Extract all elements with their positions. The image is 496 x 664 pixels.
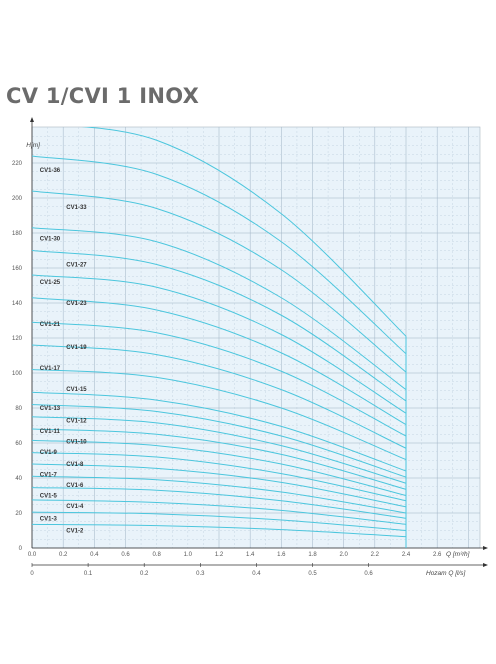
x-tick-label: 1.4 [246, 552, 255, 558]
curve-label: CV1-4 [66, 504, 84, 510]
curve-label: CV1-30 [40, 236, 61, 242]
curve-cv1-8 [32, 452, 407, 502]
curve-label: CV1-15 [66, 387, 87, 393]
x-tick-label: 1.8 [308, 552, 317, 558]
curve-cv1-3 [32, 511, 407, 531]
x2-axis-arrow [483, 563, 488, 567]
y-tick-label: 220 [12, 161, 23, 167]
x-tick-label: 0.6 [121, 552, 130, 558]
curve-label: CV1-17 [40, 366, 61, 372]
x-tick-label: 2.4 [402, 552, 411, 558]
y-tick-label: 120 [12, 336, 23, 342]
x-tick-label: 0.4 [90, 552, 99, 558]
curve-cv1-11 [32, 416, 407, 484]
x-tick-label: 0.2 [59, 552, 68, 558]
x2-tick-label: 0.2 [140, 571, 149, 577]
plot-background [31, 126, 481, 549]
x2-tick-label: 0.4 [252, 571, 261, 577]
y-tick-label: 60 [15, 441, 22, 447]
curve-label: CV1-11 [40, 429, 61, 435]
y-axis-arrow [30, 117, 34, 122]
curve-label: CV1-33 [66, 205, 87, 211]
curve-label: CV1-3 [40, 516, 58, 522]
x2-tick-label: 0 [30, 571, 34, 577]
x-tick-label: 2.2 [371, 552, 380, 558]
curve-cv1-12 [32, 404, 407, 478]
curve-cv1-4 [32, 499, 407, 525]
curve-label: CV1-12 [66, 418, 87, 424]
x-axis-arrow [483, 546, 488, 550]
x-tick-label: 2.0 [339, 552, 348, 558]
x-tick-label: 1.2 [215, 552, 224, 558]
curve-cv1-17 [32, 344, 407, 449]
curve-cv1-10 [32, 428, 407, 490]
x2-tick-label: 0.6 [364, 571, 373, 577]
y-tick-label: 140 [12, 301, 23, 307]
curve-cv1-30 [32, 190, 407, 373]
curve-cv1-6 [32, 475, 407, 514]
curve-cv1-9 [32, 439, 407, 496]
curve-cv1-7 [32, 463, 407, 508]
curve-label: CV1-27 [66, 263, 87, 269]
curve-label: CV1-5 [40, 494, 58, 500]
curve-label: CV1-25 [40, 280, 61, 286]
y-tick-label: 0 [19, 546, 23, 552]
y-tick-label: 180 [12, 231, 23, 237]
curve-cv1-36 [81, 127, 407, 337]
y-tick-label: 100 [12, 371, 23, 377]
curve-cv1-25 [32, 250, 407, 402]
curve-label: CV1-13 [40, 406, 61, 412]
curves-group [32, 127, 407, 538]
curve-cv1-13 [32, 391, 407, 472]
curve-cv1-19 [32, 321, 407, 437]
curve-cv1-2 [32, 523, 407, 538]
x-tick-label: 1.6 [277, 552, 286, 558]
y-tick-label: 20 [15, 511, 22, 517]
y-tick-label: 40 [15, 476, 22, 482]
curve-cv1-15 [32, 369, 407, 461]
curve-label: CV1-19 [66, 345, 87, 351]
y-axis-label: H[m] [26, 142, 40, 149]
x2-tick-label: 0.5 [308, 571, 317, 577]
x-tick-label: 0.8 [152, 552, 161, 558]
curve-label: CV1-21 [40, 322, 61, 328]
curve-label: CV1-8 [66, 462, 84, 468]
x-tick-label: 1.0 [184, 552, 193, 558]
curve-label: CV1-2 [66, 529, 84, 535]
curve-cv1-23 [32, 274, 407, 414]
y-tick-label: 80 [15, 406, 22, 412]
curve-label: CV1-6 [66, 483, 84, 489]
chart-title: CV 1/CVI 1 INOX [6, 84, 200, 108]
curve-cv1-5 [32, 487, 407, 519]
curve-label: CV1-10 [66, 439, 87, 445]
x-tick-label: 0.0 [28, 552, 37, 558]
curve-cv1-27 [32, 227, 407, 391]
x2-tick-label: 0.1 [84, 571, 93, 577]
curve-cv1-33 [32, 155, 407, 355]
x-axis-label: Q [m³/h] [446, 551, 470, 558]
curve-cv1-21 [32, 297, 407, 426]
curve-label: CV1-23 [66, 301, 87, 307]
x2-axis-label: Hozam Q [l/s] [426, 570, 466, 577]
x2-tick-label: 0.3 [196, 571, 205, 577]
curve-label: CV1-9 [40, 450, 58, 456]
y-tick-label: 200 [12, 196, 23, 202]
x-tick-label: 2.6 [433, 552, 442, 558]
y-tick-label: 160 [12, 266, 23, 272]
curve-label: CV1-7 [40, 473, 58, 479]
curve-label: CV1-36 [40, 168, 61, 174]
